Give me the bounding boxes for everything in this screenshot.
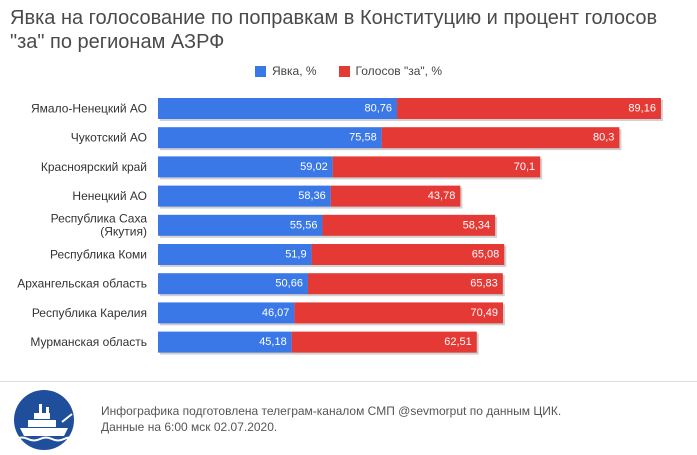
- category-label: Ямало-Ненецкий АО: [31, 102, 147, 116]
- category-label: Ненецкий АО: [72, 189, 147, 203]
- data-label-votes-for: 70,1: [514, 161, 535, 173]
- data-label-votes-for: 65,83: [470, 278, 498, 290]
- chart-title: Явка на голосование по поправкам в Конст…: [10, 7, 658, 53]
- bar-votes-for: [330, 185, 461, 207]
- data-label-turnout: 58,36: [298, 190, 326, 202]
- category-label: Мурманская область: [30, 335, 147, 349]
- bar-turnout: [158, 98, 398, 119]
- category-label: Республика Карелия: [32, 306, 147, 320]
- data-label-votes-for: 80,3: [593, 132, 614, 144]
- legend-item-turnout: Явка, %: [254, 64, 317, 78]
- footer-line-2: Данные на 6:00 мск 02.07.2020.: [101, 420, 278, 434]
- data-label-turnout: 46,07: [262, 307, 290, 319]
- bar-turnout: [158, 302, 295, 324]
- footer-text: Инфографика подготовлена телеграм-канало…: [101, 403, 561, 435]
- bar-votes-for: [381, 127, 620, 149]
- bar-votes-for: [397, 98, 661, 119]
- category-label: Республика Коми: [50, 248, 147, 262]
- data-label-votes-for: 65,08: [472, 249, 500, 261]
- bar-votes-for: [307, 273, 503, 295]
- bar-votes-for: [311, 244, 505, 265]
- bar-turnout: [158, 331, 292, 353]
- data-label-votes-for: 43,78: [428, 190, 456, 202]
- data-label-votes-for: 70,49: [470, 307, 498, 319]
- data-label-turnout: 59,02: [300, 161, 328, 173]
- bar-turnout: [158, 156, 333, 178]
- bar-votes-for: [322, 214, 496, 236]
- bar-turnout: [158, 127, 382, 149]
- data-label-votes-for: 89,16: [628, 103, 656, 115]
- data-label-turnout: 51,9: [285, 249, 306, 261]
- data-label-turnout: 80,76: [365, 103, 393, 115]
- category-label: Чукотский АО: [71, 131, 147, 145]
- bar-turnout: [158, 273, 308, 295]
- data-label-turnout: 75,58: [349, 132, 377, 144]
- category-label: Республика Саха (Якутия): [51, 211, 148, 238]
- bar-chart: Ямало-Ненецкий АО 80,76 89,16 Чукотский АО 7…: [17, 98, 663, 355]
- category-label: Архангельская область: [17, 277, 147, 291]
- legend-swatch-votes-for: [338, 65, 350, 77]
- bar-votes-for: [332, 156, 541, 178]
- legend: Явка, % Голосов "за", %: [0, 64, 697, 78]
- legend-label-votes-for: Голосов "за", %: [355, 64, 443, 78]
- bar-votes-for: [291, 331, 477, 353]
- category-label: Красноярский край: [41, 160, 147, 174]
- icebreaker-logo-icon: [14, 390, 75, 450]
- data-label-turnout: 50,66: [275, 278, 303, 290]
- bar-votes-for: [294, 302, 504, 324]
- data-label-votes-for: 62,51: [444, 336, 472, 348]
- footer-divider: [0, 381, 697, 382]
- bar-turnout: [158, 185, 331, 207]
- legend-label-turnout: Явка, %: [271, 64, 317, 78]
- legend-swatch-turnout: [254, 65, 266, 77]
- data-label-votes-for: 58,34: [463, 219, 491, 231]
- bar-turnout: [158, 214, 323, 236]
- data-label-turnout: 55,56: [290, 219, 318, 231]
- legend-item-votes-for: Голосов "за", %: [338, 64, 443, 78]
- data-label-turnout: 45,18: [259, 336, 287, 348]
- footer-line-1: Инфографика подготовлена телеграм-канало…: [101, 404, 562, 418]
- bar-turnout: [158, 244, 312, 265]
